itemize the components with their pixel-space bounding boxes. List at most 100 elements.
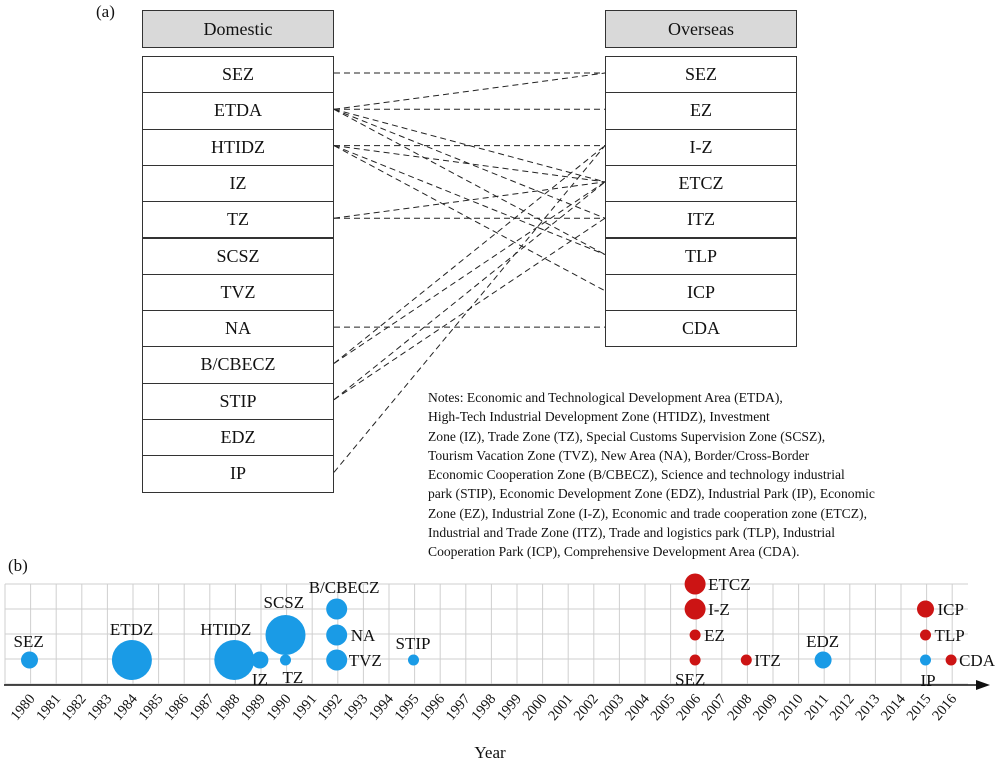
notes-line: Zone (IZ), Trade Zone (TZ), Special Cust… xyxy=(428,428,826,444)
event-marker xyxy=(740,654,752,666)
timeline-event: ICP xyxy=(917,600,964,619)
event-marker xyxy=(945,654,957,666)
event-label: ICP xyxy=(938,600,964,619)
year-tick-label: 1989 xyxy=(238,691,269,723)
timeline-event: ETCZ xyxy=(684,573,751,595)
year-tick-label: 1995 xyxy=(392,691,423,723)
event-label: CDA xyxy=(959,651,996,670)
year-tick-label: 1994 xyxy=(366,691,397,724)
link-b-cbecz-to-i-z xyxy=(333,145,606,364)
link-b-cbecz-to-etcz xyxy=(333,181,606,364)
event-label: ITZ xyxy=(754,651,780,670)
overseas-zone-etcz: ETCZ xyxy=(605,164,797,203)
axis-arrow-icon xyxy=(976,680,990,690)
year-tick-label: 1988 xyxy=(212,691,243,723)
notes-line: Zone (EZ), Industrial Zone (I-Z), Econom… xyxy=(428,505,867,521)
event-marker xyxy=(280,654,291,666)
event-marker xyxy=(689,654,701,666)
notes-line: Notes: Economic and Technological Develo… xyxy=(428,390,783,405)
link-etda-to-tlp xyxy=(333,108,606,255)
event-marker xyxy=(920,654,931,666)
domestic-zone-b-cbecz: B/CBECZ xyxy=(142,346,334,384)
notes-line: Tourism Vacation Zone (TVZ), New Area (N… xyxy=(428,447,810,463)
event-label: TLP xyxy=(935,626,965,645)
year-tick-label: 1986 xyxy=(161,691,192,723)
overseas-zone-icp: ICP xyxy=(605,273,797,312)
event-label: EZ xyxy=(704,626,725,645)
event-marker xyxy=(408,654,419,666)
event-label: ETDZ xyxy=(110,620,153,639)
year-tick-label: 2002 xyxy=(571,691,602,723)
year-tick-label: 2012 xyxy=(827,691,858,723)
timeline-event: STIP xyxy=(396,634,431,666)
domestic-zone-stip: STIP xyxy=(142,382,334,420)
link-stip-to-etcz xyxy=(333,181,606,401)
event-marker xyxy=(214,640,255,680)
timeline-event: NA xyxy=(326,624,376,646)
notes-line: park (STIP), Economic Development Zone (… xyxy=(428,486,875,502)
year-tick-label: 2008 xyxy=(724,691,755,723)
year-tick-label: 1996 xyxy=(417,691,448,723)
domestic-zone-ip: IP xyxy=(142,455,334,493)
year-tick-label: 1991 xyxy=(289,691,320,723)
timeline-event: TZ xyxy=(280,654,303,687)
event-label: IZ xyxy=(252,670,268,689)
event-marker xyxy=(920,629,931,641)
link-tz-to-etcz xyxy=(333,181,606,219)
year-tick-label: 1980 xyxy=(8,691,39,723)
event-label: IP xyxy=(921,671,936,690)
year-tick-label: 1984 xyxy=(110,691,141,724)
timeline-event: B/CBECZ xyxy=(309,578,380,620)
overseas-zone-cda: CDA xyxy=(605,310,797,348)
timeline-event: IZ xyxy=(251,651,269,689)
year-tick-label: 2015 xyxy=(904,691,935,723)
notes-line: Economic Cooperation Zone (B/CBECZ), Sci… xyxy=(428,467,845,483)
year-tick-label: 1981 xyxy=(33,691,64,723)
event-label: HTIDZ xyxy=(200,620,251,639)
timeline-event: I-Z xyxy=(684,598,730,620)
event-label: NA xyxy=(351,626,376,645)
timeline-event: HTIDZ xyxy=(200,620,255,680)
year-tick-label: 1983 xyxy=(84,691,115,723)
event-marker xyxy=(814,651,832,669)
year-tick-label: 2011 xyxy=(802,691,833,723)
event-label: STIP xyxy=(396,634,431,653)
year-tick-label: 2009 xyxy=(750,691,781,723)
year-tick-label: 2013 xyxy=(852,691,883,723)
year-tick-label: 1982 xyxy=(59,691,90,723)
domestic-header: Domestic xyxy=(142,10,334,48)
event-marker xyxy=(251,651,269,669)
panel-b-label: (b) xyxy=(8,556,28,575)
year-tick-label: 2003 xyxy=(596,691,627,723)
domestic-zone-tz: TZ xyxy=(142,201,334,239)
year-tick-label: 2005 xyxy=(648,691,679,723)
event-label: ETCZ xyxy=(708,575,751,594)
timeline-event: CDA xyxy=(945,651,996,670)
year-tick-label: 1999 xyxy=(494,691,525,723)
event-marker xyxy=(326,624,348,646)
year-tick-label: 2014 xyxy=(878,691,909,724)
link-ip-to-i-z xyxy=(333,145,606,473)
timeline-event: SEZ xyxy=(14,632,44,669)
timeline-event: TVZ xyxy=(326,649,382,671)
event-marker xyxy=(326,598,348,620)
link-htidz-to-etcz xyxy=(333,145,606,183)
event-label: TVZ xyxy=(349,651,382,670)
year-tick-label: 2004 xyxy=(622,691,653,724)
event-marker xyxy=(684,598,706,620)
overseas-zone-sez: SEZ xyxy=(605,56,797,94)
domestic-zone-etda: ETDA xyxy=(142,92,334,130)
timeline-event: TLP xyxy=(920,626,965,645)
event-label: B/CBECZ xyxy=(309,578,380,597)
year-tick-label: 1992 xyxy=(315,691,346,723)
event-marker xyxy=(917,600,934,618)
event-label: EDZ xyxy=(806,632,839,651)
event-label: I-Z xyxy=(708,600,730,619)
event-marker xyxy=(689,629,701,641)
year-tick-label: 1998 xyxy=(468,691,499,723)
overseas-zone-i-z: I-Z xyxy=(605,128,797,166)
timeline-event: SEZ xyxy=(675,654,705,689)
event-label: SEZ xyxy=(675,670,705,689)
timeline-event: SCSZ xyxy=(264,593,306,655)
